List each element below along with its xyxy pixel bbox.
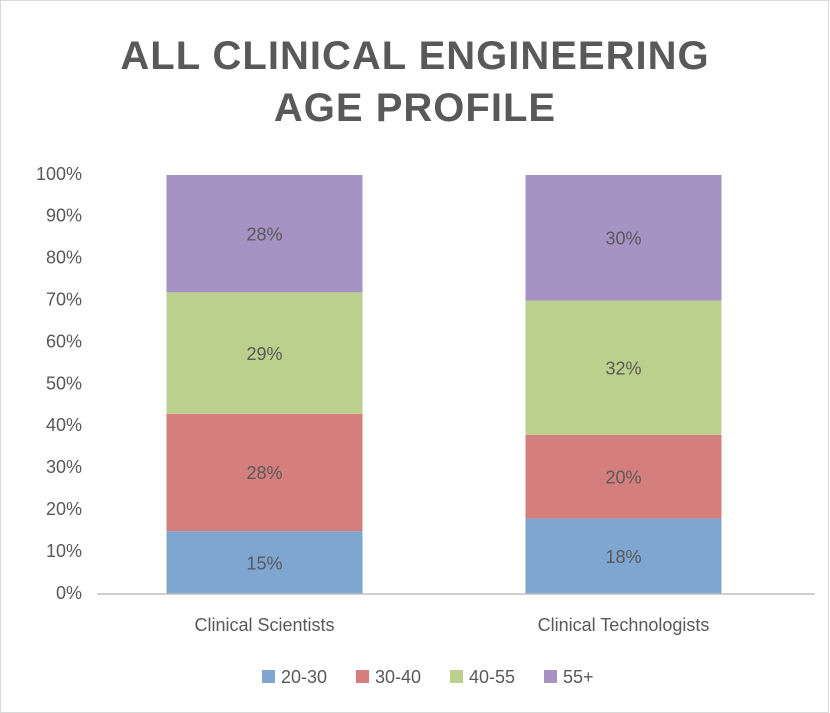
y-tick-label: 10% (46, 541, 82, 561)
y-tick-label: 30% (46, 457, 82, 477)
legend-label: 30-40 (375, 667, 421, 687)
data-label: 29% (246, 344, 282, 364)
bar-segment (166, 531, 363, 594)
x-tick-label: Clinical Technologists (538, 615, 710, 635)
data-label: 20% (605, 467, 641, 487)
y-tick-label: 40% (46, 415, 82, 435)
legend-label: 40-55 (469, 667, 515, 687)
data-label: 15% (246, 553, 282, 573)
data-label: 32% (605, 358, 641, 378)
legend-label: 20-30 (281, 667, 327, 687)
chart-title: ALL CLINICAL ENGINEERING AGE PROFILE (120, 34, 710, 130)
bar-segment (525, 175, 722, 301)
x-tick-label: Clinical Scientists (194, 615, 334, 635)
legend-swatch (356, 670, 369, 683)
legend-swatch (450, 670, 463, 683)
legend-swatch (262, 670, 275, 683)
data-label: 28% (246, 463, 282, 483)
y-tick-label: 20% (46, 499, 82, 519)
bar-segment (166, 292, 363, 414)
bar-segment (525, 518, 722, 594)
bar-segment (525, 434, 722, 519)
legend-swatch (544, 670, 557, 683)
data-label: 28% (246, 224, 282, 244)
legend-label: 55+ (563, 667, 594, 687)
y-tick-label: 0% (56, 583, 82, 603)
y-tick-label: 70% (46, 289, 82, 309)
bar-segment (166, 175, 363, 293)
data-label: 30% (605, 229, 641, 249)
bar-segment (525, 300, 722, 435)
y-tick-label: 50% (46, 373, 82, 393)
y-tick-label: 60% (46, 331, 82, 351)
y-tick-label: 80% (46, 248, 82, 268)
y-tick-label: 100% (36, 164, 82, 184)
y-tick-label: 90% (46, 206, 82, 226)
bar-segment (166, 413, 363, 532)
data-label: 18% (605, 547, 641, 567)
